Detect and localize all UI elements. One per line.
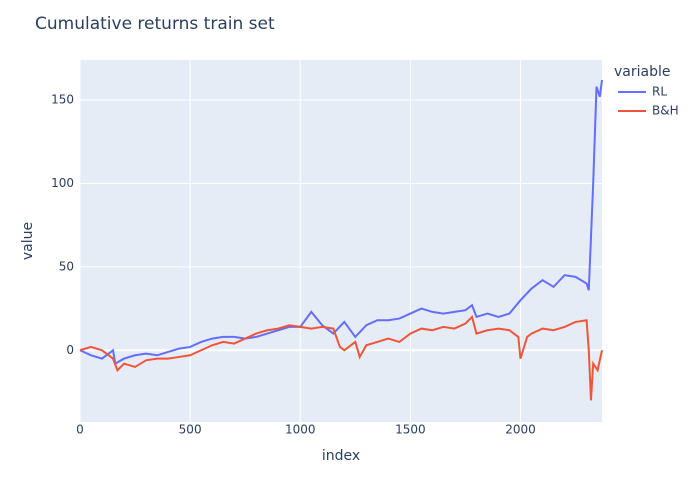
y-tick-label: 150 (51, 93, 74, 107)
legend-label: RL (652, 85, 667, 99)
plot-area (80, 60, 602, 422)
y-tick-label: 0 (66, 343, 74, 357)
x-tick-label: 1000 (285, 423, 316, 437)
y-tick-label: 100 (51, 176, 74, 190)
x-tick-label: 1500 (395, 423, 426, 437)
x-tick-label: 0 (76, 423, 84, 437)
x-axis-label: index (322, 448, 360, 464)
series-line (79, 79, 603, 366)
y-tick-label: 50 (59, 259, 74, 273)
legend-label: B&H (652, 104, 679, 118)
y-axis-label: value (20, 222, 36, 260)
series-line (79, 314, 603, 401)
x-tick-label: 500 (179, 423, 202, 437)
x-tick-label: 2000 (505, 423, 536, 437)
chart-title: Cumulative returns train set (35, 14, 275, 34)
legend-title: variable (614, 64, 670, 80)
